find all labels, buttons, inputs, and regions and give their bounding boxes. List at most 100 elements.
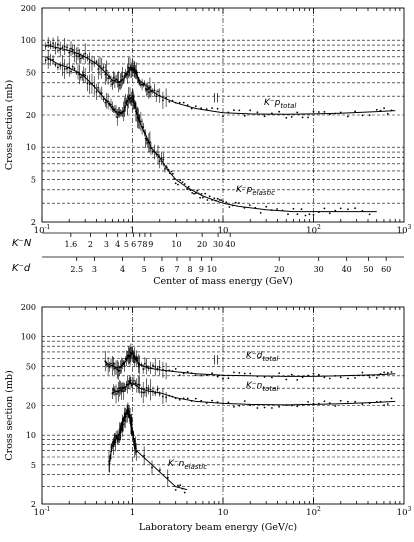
data-point [254, 206, 257, 209]
data-point [334, 112, 337, 115]
data-point [259, 212, 262, 214]
data-point [307, 374, 309, 377]
data-point [179, 179, 182, 182]
data-point [312, 372, 315, 375]
data-point [347, 400, 349, 403]
data-point [169, 172, 171, 175]
data-point [171, 172, 174, 175]
data-point [334, 209, 337, 212]
x-tick-label: 103 [397, 224, 412, 236]
kd-tick-label: 60 [381, 265, 391, 274]
data-point [323, 111, 326, 113]
kd-tick-label: 50 [363, 265, 373, 274]
data-point [168, 100, 171, 103]
data-point [368, 114, 371, 117]
kn-tick-label: 20 [197, 240, 207, 249]
data-point [386, 112, 389, 115]
data-point [312, 213, 315, 216]
data-point [187, 185, 190, 188]
y-tick-label: 5 [31, 175, 36, 184]
gap-marker: || [213, 93, 219, 103]
x-tick-label: 10-1 [34, 506, 51, 518]
data-point [222, 115, 224, 118]
y-tick-label: 200 [21, 4, 36, 13]
data-point [194, 374, 197, 377]
data-point [390, 371, 393, 373]
data-point [328, 212, 331, 215]
y-tick-label: 50 [26, 362, 36, 371]
data-point [270, 209, 273, 212]
data-point [182, 101, 185, 104]
data-point [323, 400, 326, 403]
label-kp-elastic: K⁻pelastic [236, 185, 275, 197]
kn-tick-label: 10 [171, 240, 181, 249]
data-point [339, 207, 342, 210]
data-point [178, 398, 181, 401]
data-point [170, 170, 173, 173]
y-tick-label: 100 [21, 36, 36, 45]
data-point [312, 402, 315, 405]
data-point [379, 109, 382, 112]
data-point [222, 377, 224, 380]
data-point [194, 105, 197, 108]
data-point [238, 109, 241, 112]
data-point [233, 371, 235, 374]
series-1 [44, 49, 377, 217]
data-point [204, 192, 207, 195]
data-point [205, 108, 208, 111]
data-point [174, 397, 177, 400]
kn-tick-label: 30 [213, 240, 223, 249]
data-point [285, 404, 288, 407]
data-point [205, 374, 208, 376]
data-point [178, 101, 181, 104]
data-point [216, 197, 219, 200]
y-tick-label: 5 [31, 461, 36, 470]
data-point [181, 487, 184, 490]
data-point [238, 372, 241, 374]
data-point [181, 181, 184, 184]
series-0 [104, 343, 396, 381]
data-point [173, 177, 176, 180]
series-0 [44, 36, 396, 119]
data-point [178, 374, 181, 376]
data-point [386, 372, 389, 374]
data-point [347, 208, 349, 211]
data-point [383, 371, 385, 374]
data-point [227, 111, 230, 114]
data-point [249, 404, 252, 406]
y-tick-label: 2 [31, 218, 36, 227]
data-point [206, 199, 209, 201]
y-tick-label: 20 [26, 402, 36, 411]
data-point [200, 193, 203, 195]
data-point [379, 400, 382, 403]
data-point [179, 484, 182, 487]
data-point [386, 403, 389, 405]
data-point [211, 107, 214, 109]
data-point [190, 400, 193, 402]
data-point [256, 407, 259, 409]
data-point [233, 406, 235, 408]
label-kd-total: K⁻dtotal [246, 351, 278, 363]
kn-tick-label: 7 [137, 240, 142, 249]
y-tick-label: 100 [21, 333, 36, 342]
data-point [194, 397, 197, 400]
data-point [301, 376, 304, 379]
data-point [171, 99, 174, 102]
kn-tick-label: 5 [124, 240, 129, 249]
data-point [243, 400, 246, 402]
y-tick-label: 10 [26, 143, 36, 152]
y-tick-label: 20 [26, 111, 36, 120]
data-point [216, 401, 219, 404]
data-point [308, 213, 311, 216]
data-point [231, 204, 234, 207]
data-point [290, 116, 293, 118]
annotations-panel-2: K⁻dtotal K⁻ntotal K⁻nelastic || Laboratory b… [139, 351, 297, 533]
data-point [186, 104, 189, 106]
data-point [318, 402, 320, 405]
data-point [390, 397, 393, 400]
y-axis-title: Cross section (mb) [4, 80, 15, 170]
data-point [213, 197, 216, 200]
kd-tick-label: 30 [314, 265, 324, 274]
label-kn-total: K⁻ntotal [246, 381, 278, 393]
